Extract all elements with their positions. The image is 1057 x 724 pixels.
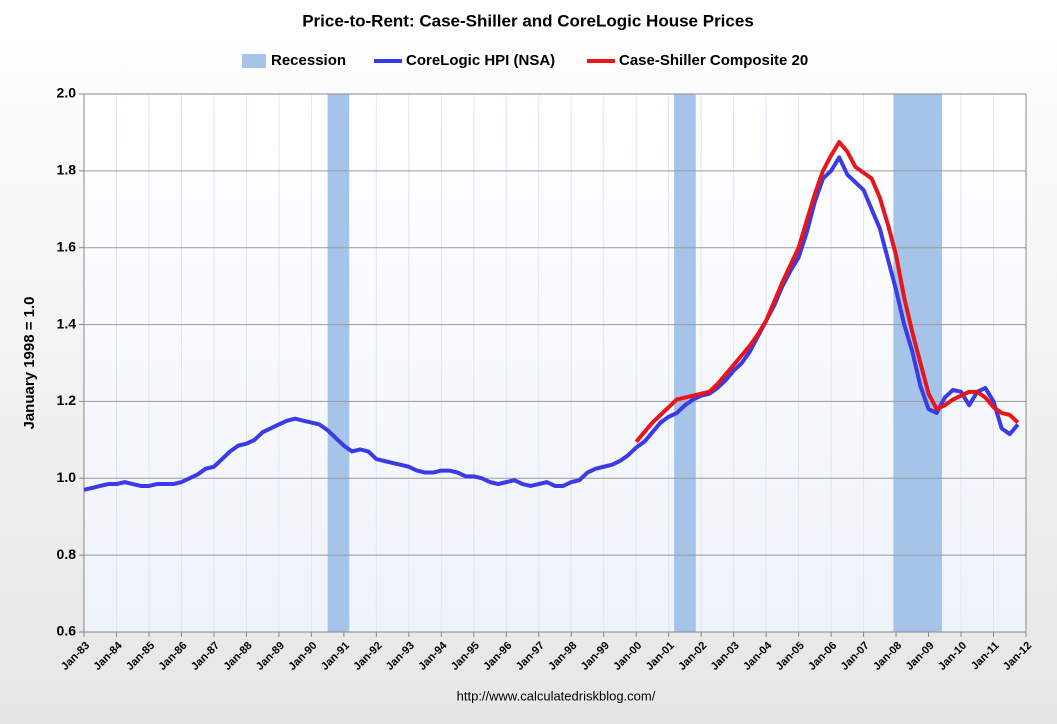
y-tick-label: 2.0	[57, 85, 77, 101]
legend-label: Case-Shiller Composite 20	[619, 52, 808, 69]
source: http://www.calculatedriskblog.com/	[457, 688, 656, 703]
y-axis-label: January 1998 = 1.0	[21, 296, 38, 429]
y-tick-label: 0.6	[57, 623, 77, 639]
y-tick-label: 1.0	[57, 469, 77, 485]
plot-frame	[83, 93, 1027, 633]
recession-band	[674, 94, 696, 632]
recession-band	[327, 94, 350, 632]
y-tick-label: 1.8	[57, 162, 77, 178]
legend-label: CoreLogic HPI (NSA)	[406, 52, 555, 69]
y-tick-label: 1.2	[57, 392, 77, 408]
line-series	[634, 140, 1020, 444]
y-tick-label: 0.8	[57, 546, 77, 562]
plot-area	[84, 94, 1026, 632]
chart-title: Price-to-Rent: Case-Shiller and CoreLogi…	[302, 11, 754, 30]
y-tick-label: 1.4	[57, 315, 77, 331]
legend-swatch	[242, 54, 266, 68]
y-tick-label: 1.6	[57, 238, 77, 254]
line-series	[83, 155, 1020, 492]
recession-band	[893, 94, 943, 632]
legend-label: Recession	[271, 52, 346, 69]
